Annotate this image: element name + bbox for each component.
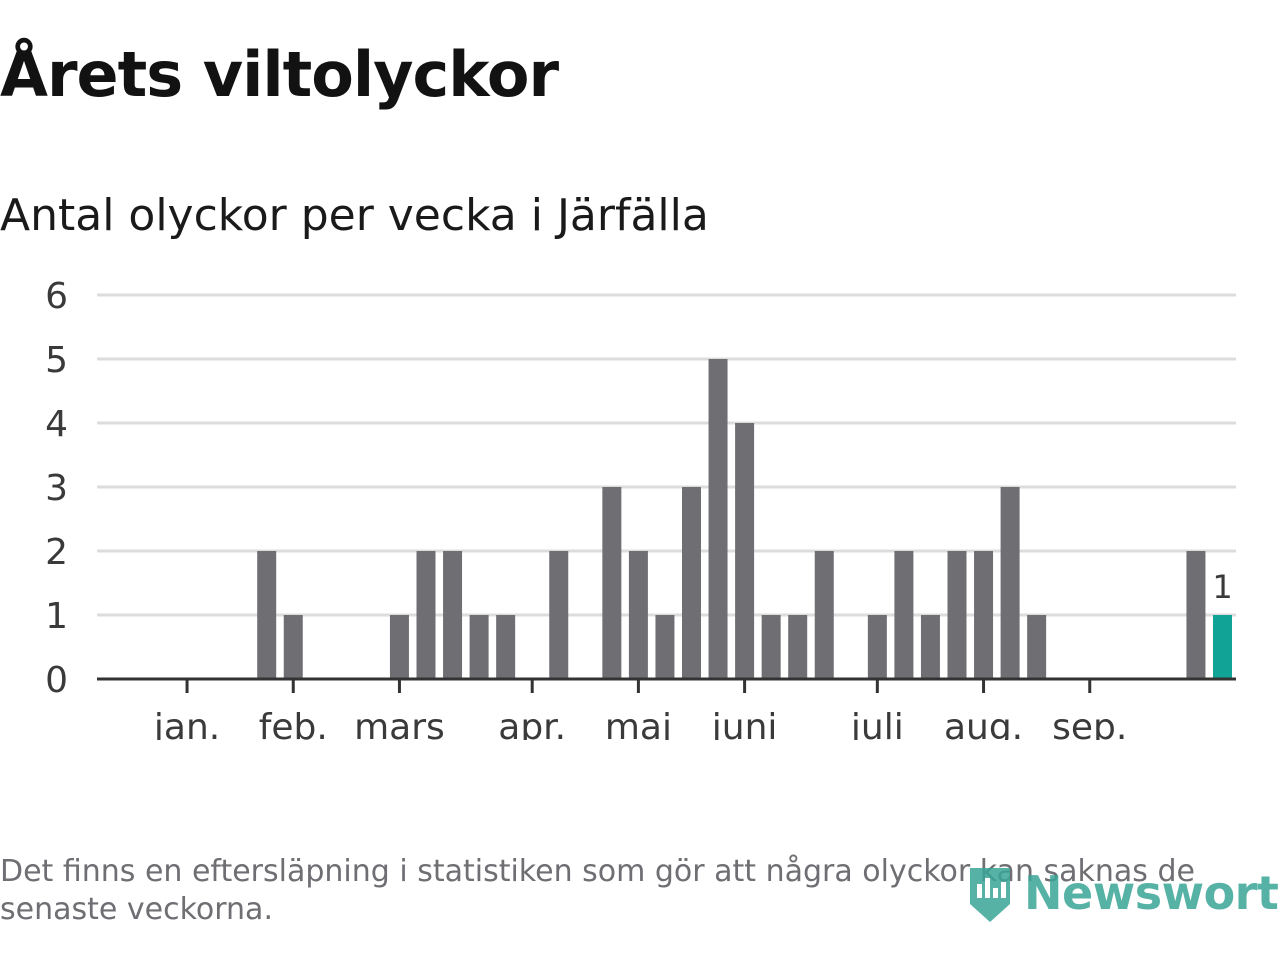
y-tick-label: 0 (45, 660, 68, 701)
bars (257, 359, 1232, 679)
bar (894, 551, 914, 679)
x-tick-label: maj (605, 707, 672, 740)
bar (974, 551, 994, 679)
bar (814, 551, 834, 679)
newsworthy-logo: Newsworthy (964, 860, 1280, 926)
bar (443, 551, 463, 679)
y-tick-label: 3 (45, 468, 68, 509)
bar (628, 551, 648, 679)
bar (920, 615, 940, 679)
grid-lines (97, 293, 1236, 617)
newsworthy-logo-icon (970, 868, 1010, 922)
bar (1186, 551, 1206, 679)
bar (655, 615, 675, 679)
bar (549, 551, 569, 679)
bar (469, 615, 489, 679)
x-tick-label: juni (711, 707, 778, 740)
bar (1027, 615, 1047, 679)
x-tick-label: apr. (498, 707, 566, 740)
bar (1000, 487, 1020, 679)
y-axis-ticks: 0 1 2 3 4 5 6 (45, 276, 68, 701)
bar (389, 615, 409, 679)
bar-highlight (1213, 615, 1232, 679)
y-tick-label: 4 (45, 404, 68, 445)
bar (947, 551, 967, 679)
bar (416, 551, 436, 679)
x-tick-label: juli (850, 707, 904, 740)
bar (257, 551, 277, 679)
x-tick-label: sep. (1052, 707, 1127, 740)
y-tick-label: 6 (45, 276, 68, 317)
highlight-value-label: 1 (1212, 568, 1232, 606)
logo-text: Newsworthy (1024, 866, 1280, 920)
bar (283, 615, 303, 679)
x-tick-label: jan. (153, 707, 220, 740)
x-tick-label: feb. (259, 707, 328, 740)
bar (761, 615, 781, 679)
chart-title: Årets viltolyckor (0, 38, 559, 111)
bar (682, 487, 701, 679)
bar (735, 423, 755, 679)
bar (867, 615, 887, 679)
x-tick-label: mars (354, 707, 445, 740)
bar (708, 359, 728, 679)
bar (496, 615, 516, 679)
bar (602, 487, 622, 679)
bar (788, 615, 808, 679)
bar-chart: 0 1 2 3 4 5 6 jan. feb. mars apr. maj juni juli aug. s… (45, 276, 1236, 740)
x-axis: jan. feb. mars apr. maj juni juli aug. sep. (97, 677, 1236, 740)
y-tick-label: 5 (45, 340, 68, 381)
y-tick-label: 2 (45, 532, 68, 573)
chart-subtitle: Antal olyckor per vecka i Järfälla (0, 190, 709, 241)
y-tick-label: 1 (45, 596, 68, 637)
x-tick-label: aug. (944, 707, 1023, 740)
data-labels: 1 (1212, 568, 1232, 606)
